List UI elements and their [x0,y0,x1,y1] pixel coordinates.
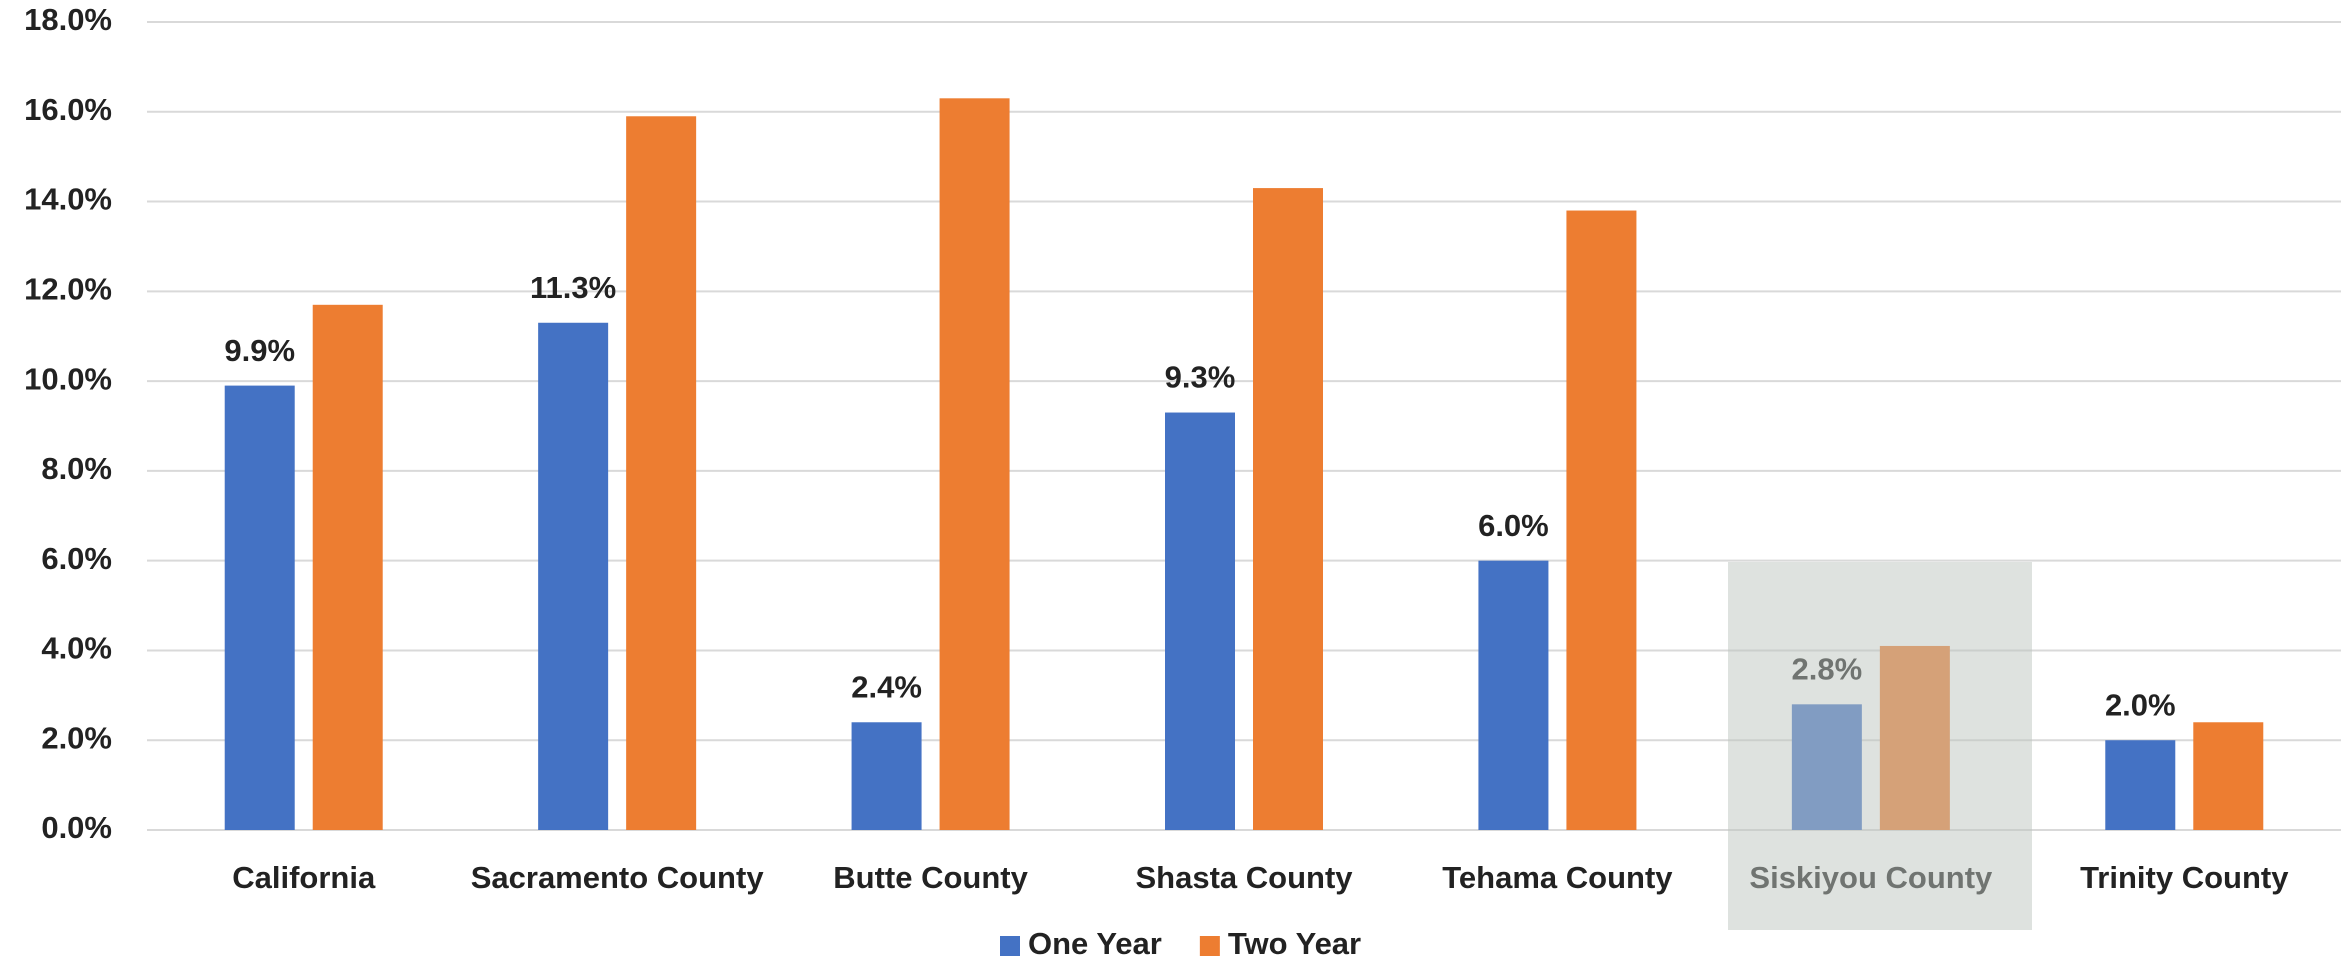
y-tick-label: 12.0% [24,272,112,307]
data-label: 11.3% [530,270,616,305]
bar [224,385,295,830]
y-tick-label: 10.0% [24,361,112,396]
x-tick-label: Shasta County [1135,860,1353,895]
x-tick-label: Sacramento County [471,860,765,895]
y-tick-label: 8.0% [41,451,112,486]
data-label: 9.9% [224,333,295,368]
bar [2105,740,2176,830]
bar [538,322,609,830]
bar [939,98,1010,831]
y-tick-label: 14.0% [24,182,112,217]
data-label: 2.0% [2105,687,2176,722]
highlight-box [1728,562,2032,930]
legend-label: Two Year [1228,926,1361,961]
bar [851,722,922,830]
data-label: 2.4% [851,669,922,704]
x-tick-label: Tehama County [1442,860,1673,895]
data-label: 9.3% [1165,360,1236,395]
legend-label: One Year [1028,926,1162,961]
bar [312,304,383,830]
bar [1165,412,1235,830]
bar [2193,722,2264,830]
y-tick-label: 4.0% [41,631,112,666]
y-tick-label: 18.0% [24,2,112,37]
bar [626,116,697,831]
data-label: 6.0% [1478,508,1549,543]
y-tick-label: 0.0% [41,810,112,845]
legend-swatch [1000,936,1020,956]
y-tick-label: 16.0% [24,92,112,127]
bar [1566,210,1637,831]
legend-swatch [1199,936,1220,956]
x-tick-label: Butte County [833,860,1028,895]
bar [1478,560,1549,830]
x-tick-label: Trinity County [2080,860,2289,895]
y-tick-label: 2.0% [41,720,112,755]
x-tick-label: California [232,860,376,895]
bar [1253,188,1323,831]
y-tick-label: 6.0% [41,541,112,576]
